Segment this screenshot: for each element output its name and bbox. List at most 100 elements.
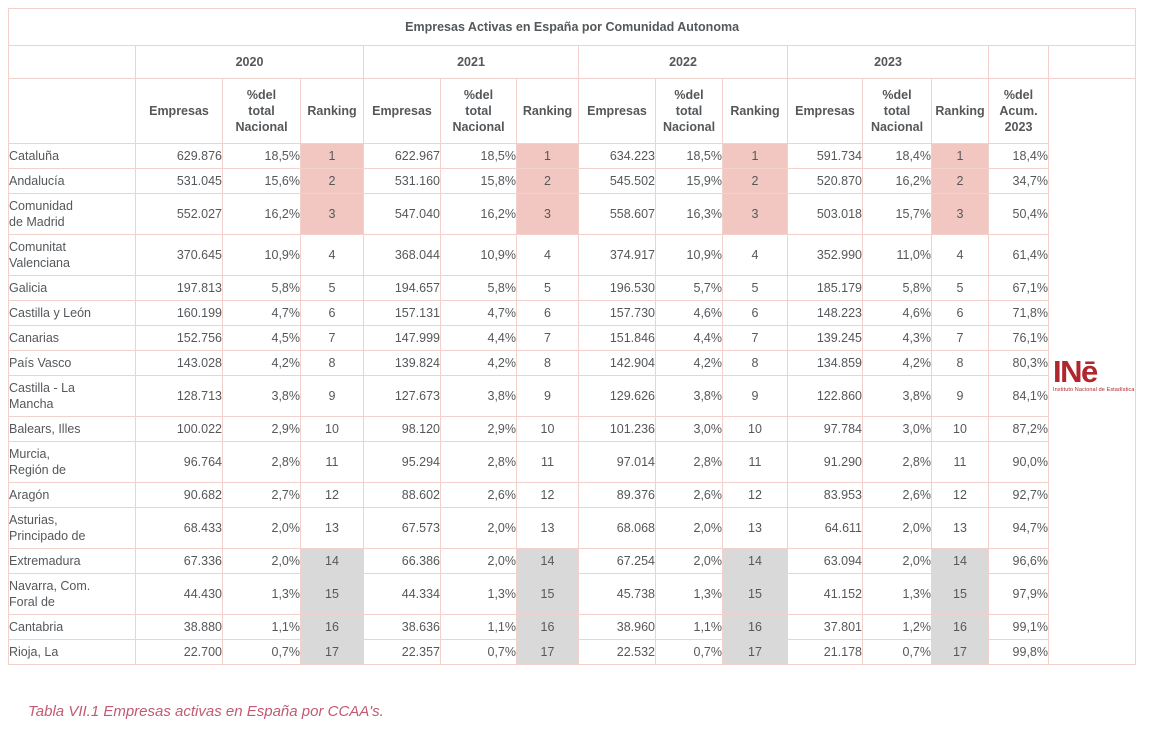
ranking-value-2020: 1 bbox=[300, 143, 364, 169]
pct-total-value-2023: 3,8% bbox=[862, 375, 932, 417]
pct-acum-value: 71,8% bbox=[988, 300, 1049, 326]
empresas-value-2023: 41.152 bbox=[787, 573, 863, 615]
ranking-value-2021: 16 bbox=[516, 614, 579, 640]
ranking-value-2021: 2 bbox=[516, 168, 579, 194]
empresas-value-2021: 547.040 bbox=[363, 193, 441, 235]
ranking-value-2020: 4 bbox=[300, 234, 364, 276]
empresas-value-2022: 45.738 bbox=[578, 573, 656, 615]
ranking-value-2022: 15 bbox=[722, 573, 788, 615]
ranking-value-2023: 2 bbox=[931, 168, 989, 194]
ranking-value-2020: 9 bbox=[300, 375, 364, 417]
pct-total-value-2021: 2,9% bbox=[440, 416, 517, 442]
ranking-value-2021: 13 bbox=[516, 507, 579, 549]
region-name: Cantabria bbox=[8, 614, 136, 640]
ine-logo-subtitle: Instituto Nacional de Estadística bbox=[1053, 387, 1135, 393]
table-row: Aragón 90.682 2,7% 12 88.602 2,6% 12 89.376 2,6%… bbox=[8, 482, 1136, 508]
table-row: Cataluña 629.876 18,5% 1 622.967 18,5% 1 634.22… bbox=[8, 143, 1136, 169]
table-row: Extremadura 67.336 2,0% 14 66.386 2,0% 14 67.25… bbox=[8, 548, 1136, 574]
pct-total-value-2022: 2,0% bbox=[655, 548, 723, 574]
ranking-value-2021: 3 bbox=[516, 193, 579, 235]
empresas-value-2022: 545.502 bbox=[578, 168, 656, 194]
year-header-2021: 2021 bbox=[363, 45, 579, 79]
ranking-value-2020: 16 bbox=[300, 614, 364, 640]
ranking-value-2021: 11 bbox=[516, 441, 579, 483]
pct-total-value-2022: 16,3% bbox=[655, 193, 723, 235]
table-row: Canarias 152.756 4,5% 7 147.999 4,4% 7 151.846 4… bbox=[8, 325, 1136, 351]
table-row: Comunidad de Madrid 552.027 16,2% 3 547.040 1… bbox=[8, 193, 1136, 235]
ranking-value-2023: 17 bbox=[931, 639, 989, 665]
ranking-value-2021: 15 bbox=[516, 573, 579, 615]
empresas-value-2021: 66.386 bbox=[363, 548, 441, 574]
empresas-value-2021: 22.357 bbox=[363, 639, 441, 665]
right-margin-column bbox=[1047, 78, 1137, 665]
ranking-value-2021: 6 bbox=[516, 300, 579, 326]
empresas-value-2022: 101.236 bbox=[578, 416, 656, 442]
empresas-value-2023: 352.990 bbox=[787, 234, 863, 276]
header-empresas-2021: Empresas bbox=[363, 78, 441, 144]
empresas-value-2022: 151.846 bbox=[578, 325, 656, 351]
pct-total-value-2021: 4,7% bbox=[440, 300, 517, 326]
ranking-value-2021: 9 bbox=[516, 375, 579, 417]
ranking-value-2022: 14 bbox=[722, 548, 788, 574]
ranking-value-2020: 3 bbox=[300, 193, 364, 235]
ranking-value-2020: 13 bbox=[300, 507, 364, 549]
pct-total-value-2020: 16,2% bbox=[222, 193, 301, 235]
ranking-value-2021: 1 bbox=[516, 143, 579, 169]
empresas-value-2021: 127.673 bbox=[363, 375, 441, 417]
empresas-value-2020: 128.713 bbox=[135, 375, 223, 417]
pct-total-value-2023: 15,7% bbox=[862, 193, 932, 235]
table-title: Empresas Activas en España por Comunidad… bbox=[7, 8, 1137, 46]
header-pct-total-2020: %del total Nacional bbox=[222, 78, 301, 144]
ranking-value-2022: 3 bbox=[722, 193, 788, 235]
ranking-value-2023: 15 bbox=[931, 573, 989, 615]
region-name: Comunidad de Madrid bbox=[8, 193, 136, 235]
header-pct-total-2023: %del total Nacional bbox=[862, 78, 932, 144]
pct-acum-value: 99,1% bbox=[988, 614, 1049, 640]
pct-total-value-2023: 2,0% bbox=[862, 507, 932, 549]
region-name: Galicia bbox=[8, 275, 136, 301]
title-row: Empresas Activas en España por Comunidad… bbox=[7, 8, 1137, 46]
pct-acum-value: 76,1% bbox=[988, 325, 1049, 351]
column-header-row: Empresas %del total Nacional Ranking Emp… bbox=[8, 78, 1137, 665]
pct-total-value-2020: 4,7% bbox=[222, 300, 301, 326]
pct-total-value-2023: 4,2% bbox=[862, 350, 932, 376]
empresas-value-2023: 591.734 bbox=[787, 143, 863, 169]
ranking-value-2021: 17 bbox=[516, 639, 579, 665]
header-pct-acum-2023: %del Acum. 2023 bbox=[988, 78, 1049, 144]
year-header-2020: 2020 bbox=[135, 45, 364, 79]
pct-total-value-2023: 3,0% bbox=[862, 416, 932, 442]
pct-total-value-2023: 4,3% bbox=[862, 325, 932, 351]
pct-acum-value: 96,6% bbox=[988, 548, 1049, 574]
table-row: Murcia, Región de 96.764 2,8% 11 95.294 2,8% 1… bbox=[8, 441, 1136, 483]
acum-year-empty-cell bbox=[988, 45, 1049, 79]
empresas-value-2021: 95.294 bbox=[363, 441, 441, 483]
pct-total-value-2021: 18,5% bbox=[440, 143, 517, 169]
pct-total-value-2022: 15,9% bbox=[655, 168, 723, 194]
pct-total-value-2021: 0,7% bbox=[440, 639, 517, 665]
table-row: Balears, Illes 100.022 2,9% 10 98.120 2,9% 10 1… bbox=[8, 416, 1136, 442]
pct-total-value-2023: 2,0% bbox=[862, 548, 932, 574]
empresas-value-2023: 91.290 bbox=[787, 441, 863, 483]
ranking-value-2020: 5 bbox=[300, 275, 364, 301]
empresas-value-2022: 196.530 bbox=[578, 275, 656, 301]
header-pct-total-2022: %del total Nacional bbox=[655, 78, 723, 144]
ranking-value-2021: 12 bbox=[516, 482, 579, 508]
header-empresas-2022: Empresas bbox=[578, 78, 656, 144]
region-name: País Vasco bbox=[8, 350, 136, 376]
empresas-value-2022: 142.904 bbox=[578, 350, 656, 376]
pct-total-value-2020: 1,3% bbox=[222, 573, 301, 615]
ranking-value-2021: 4 bbox=[516, 234, 579, 276]
region-header-empty-cell bbox=[8, 78, 136, 144]
pct-acum-value: 34,7% bbox=[988, 168, 1049, 194]
pct-total-value-2021: 15,8% bbox=[440, 168, 517, 194]
empresas-value-2021: 88.602 bbox=[363, 482, 441, 508]
ranking-value-2023: 8 bbox=[931, 350, 989, 376]
pct-total-value-2020: 1,1% bbox=[222, 614, 301, 640]
pct-total-value-2021: 2,6% bbox=[440, 482, 517, 508]
region-name: Murcia, Región de bbox=[8, 441, 136, 483]
pct-total-value-2020: 2,7% bbox=[222, 482, 301, 508]
empresas-value-2020: 370.645 bbox=[135, 234, 223, 276]
empresas-value-2023: 185.179 bbox=[787, 275, 863, 301]
ranking-value-2020: 11 bbox=[300, 441, 364, 483]
